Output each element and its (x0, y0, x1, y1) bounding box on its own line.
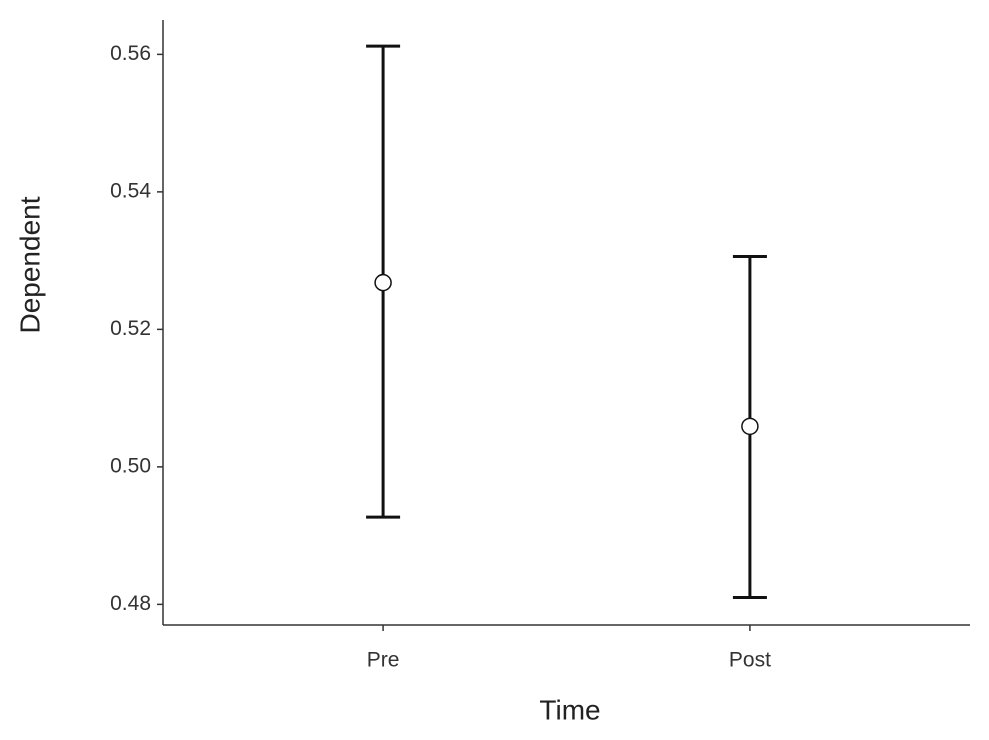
point (374, 273, 392, 292)
x-axis-title: Time (539, 694, 600, 725)
y-axis-title: Dependent (14, 196, 45, 333)
x-tick-label: Post (729, 649, 771, 672)
y-tick-label: 0.48 (110, 592, 151, 615)
point (741, 417, 759, 436)
x-tick-label: Pre (367, 649, 400, 672)
y-tick-label: 0.54 (110, 179, 151, 202)
y-tick-label: 0.56 (110, 42, 151, 65)
y-tick-label: 0.50 (110, 454, 151, 477)
y-tick-label: 0.52 (110, 317, 151, 340)
